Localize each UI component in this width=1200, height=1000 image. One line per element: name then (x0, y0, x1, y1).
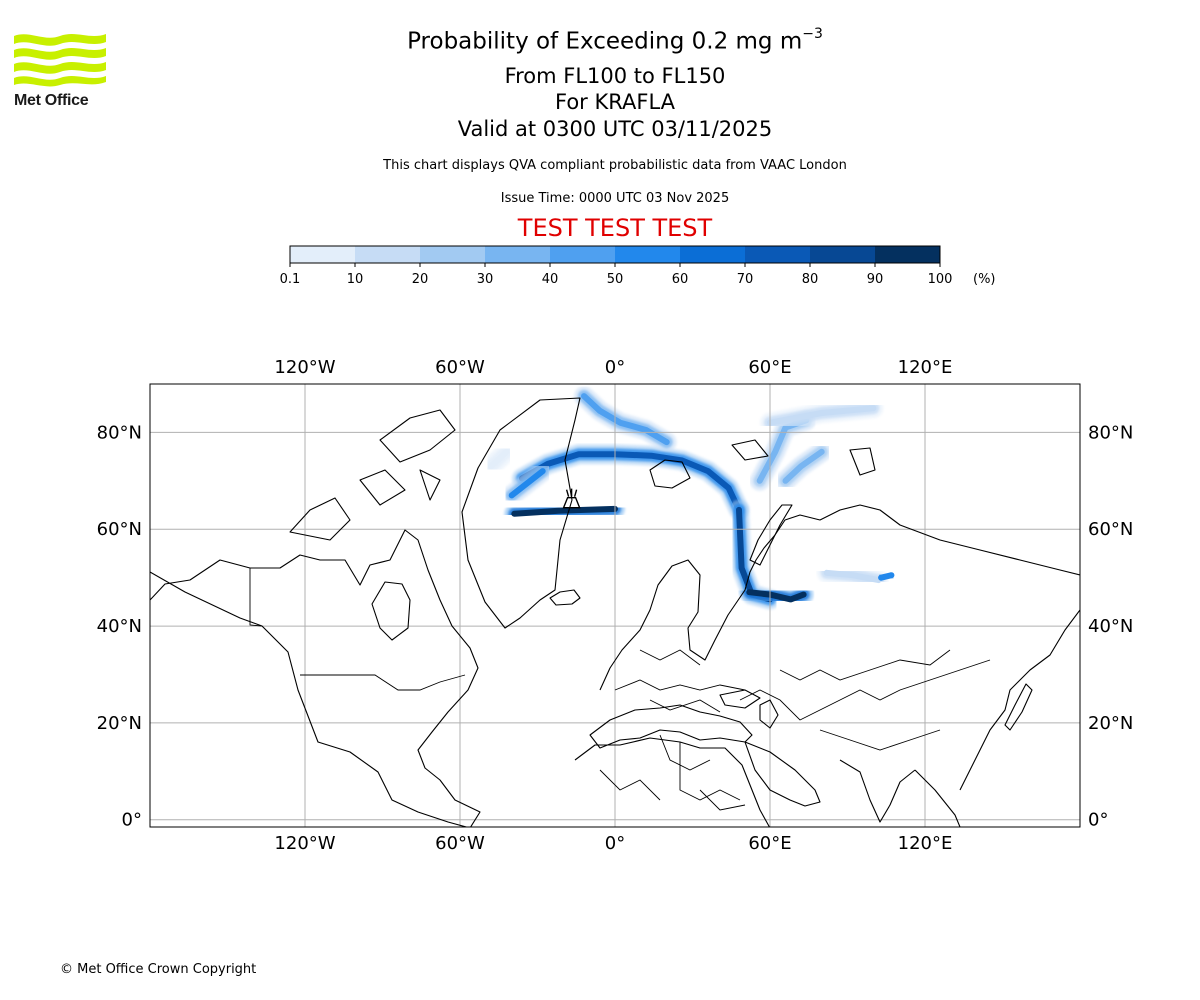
lon-label-top: 60°E (748, 357, 791, 378)
flight-level-range: From FL100 to FL150 (504, 64, 726, 88)
test-banner: TEST TEST TEST (517, 214, 713, 242)
lon-label-bottom: 0° (605, 833, 625, 854)
colorbar: 0.1 10 20 30 40 50 60 70 80 90 100 (%) (280, 245, 996, 287)
lon-label-top: 120°E (898, 357, 953, 378)
greenland-coast (461, 397, 581, 629)
black-caspian (719, 689, 779, 729)
chart-title: Probability of Exceeding 0.2 mg m−3 (0, 26, 1200, 55)
japan-coast (1004, 683, 1033, 731)
colorbar-tick-label: 60 (672, 272, 689, 287)
east-asia-coast (914, 609, 1080, 827)
colorbar-segment (745, 246, 811, 263)
lon-label-bottom: 120°E (898, 833, 953, 854)
map-gridlines (150, 384, 1080, 827)
logo-text: Met Office (14, 92, 89, 109)
iceland-coast (549, 589, 581, 606)
canadian-archipelago (289, 409, 456, 541)
lat-label-right: 20°N (1088, 713, 1133, 734)
europe-borders (599, 649, 991, 811)
hudson-bay (371, 581, 411, 641)
lon-label-top: 120°W (274, 357, 335, 378)
colorbar-segment (485, 246, 551, 263)
plume-kara-sea-patch (775, 441, 832, 491)
colorbar-segment (615, 246, 681, 263)
plume-svalbard-plume (574, 386, 677, 453)
plume-mongolia-streak (816, 562, 889, 591)
colorbar-tick-label: 0.1 (280, 272, 301, 287)
colorbar-segment (810, 246, 876, 263)
mediterranean-coast (589, 704, 753, 749)
colorbar-segments (290, 246, 941, 263)
plume-mongolia-spot (871, 565, 902, 588)
colorbar-tick-label: 70 (737, 272, 754, 287)
lon-label-bottom: 120°W (274, 833, 335, 854)
met-office-wave-icon (14, 34, 106, 87)
chart-title-exponent: −3 (802, 26, 823, 42)
colorbar-tick-label: 80 (802, 272, 819, 287)
chart-title-text: Probability of Exceeding 0.2 mg m (407, 28, 803, 55)
volcano-icon (562, 488, 581, 509)
colorbar-unit: (%) (973, 272, 996, 287)
colorbar-tick-label: 10 (347, 272, 364, 287)
colorbar-tick-label: 90 (867, 272, 884, 287)
lat-label-left: 40°N (97, 616, 142, 637)
plume-east-greenland-patch (501, 461, 553, 506)
colorbar-segment (680, 246, 746, 263)
source-note: This chart displays QVA compliant probab… (383, 158, 847, 173)
lat-label-right: 80°N (1088, 422, 1133, 443)
lat-label-right: 40°N (1088, 616, 1133, 637)
plume-arctic-north-streak (760, 398, 884, 433)
us-canada-border (249, 568, 466, 691)
plume-kazakh-core (739, 582, 814, 610)
lat-label-left: 20°N (97, 713, 142, 734)
colorbar-tick-label: 40 (542, 272, 559, 287)
borders (249, 568, 991, 811)
coastlines (150, 397, 1080, 827)
lon-label-top: 0° (605, 357, 625, 378)
map-axis-labels: 120°W 120°W 60°W 60°W 0° 0° 60°E 60°E 120°E 120°E… (97, 357, 1134, 854)
europe-coast (599, 504, 1080, 691)
lat-label-left: 0° (122, 810, 142, 831)
colorbar-tick-label: 100 (928, 272, 953, 287)
issue-time: Issue Time: 0000 UTC 03 Nov 2025 (500, 191, 730, 206)
valid-time: Valid at 0300 UTC 03/11/2025 (457, 117, 773, 141)
colorbar-tick-label: 50 (607, 272, 624, 287)
colorbar-segment (355, 246, 421, 263)
lat-label-left: 80°N (97, 422, 142, 443)
africa-coast (574, 737, 771, 827)
colorbar-ticks: 0.1 10 20 30 40 50 60 70 80 90 100 (280, 263, 953, 287)
colorbar-tick-label: 30 (477, 272, 494, 287)
plume-iceland-jet (504, 498, 625, 524)
lon-label-bottom: 60°W (435, 833, 485, 854)
svalbard-coast (649, 459, 691, 489)
plume-labrador-trace (481, 441, 517, 477)
map-frame (149, 383, 1081, 828)
arabia-coast (744, 741, 821, 807)
lat-label-left: 60°N (97, 519, 142, 540)
lat-label-right: 60°N (1088, 519, 1133, 540)
plume-greenland-sea-arc (512, 444, 749, 520)
colorbar-segment (420, 246, 486, 263)
volcano-name: For KRAFLA (555, 90, 675, 114)
colorbar-tick-label: 20 (412, 272, 429, 287)
colorbar-segment (550, 246, 616, 263)
north-america-coast (150, 529, 481, 827)
india-coast (839, 759, 916, 823)
novaya-zemlya (749, 504, 793, 566)
copyright-notice: © Met Office Crown Copyright (60, 962, 257, 977)
lon-label-bottom: 60°E (748, 833, 791, 854)
colorbar-segment (290, 246, 356, 263)
severnaya-zemlya (731, 439, 876, 476)
lat-label-right: 0° (1088, 810, 1108, 831)
lon-label-top: 60°W (435, 357, 485, 378)
met-office-logo (14, 34, 106, 87)
colorbar-segment (875, 246, 941, 263)
